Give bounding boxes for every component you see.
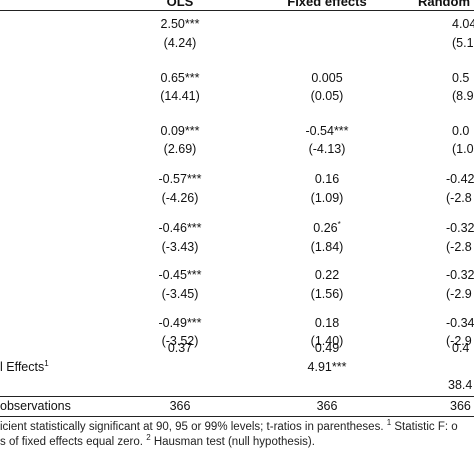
- obs-bottom-rule: [0, 416, 474, 417]
- hausman-stat: 38.4: [448, 378, 473, 392]
- cell-ols: (-3.52): [161, 334, 199, 348]
- cell-fixed-effects: (-4.13): [308, 142, 346, 156]
- observations-label: observations: [0, 399, 71, 413]
- cell-random: 0.4: [452, 341, 470, 355]
- cell-ols: (2.69): [163, 142, 197, 156]
- cell-ols: -0.49***: [158, 316, 202, 330]
- footnote-line-1: icient statistically significant at 90, …: [0, 418, 458, 434]
- fixed-effects-row-label: l Effects1: [0, 359, 49, 375]
- cell-ols: (-3.45): [161, 287, 199, 301]
- cell-random: (8.9: [452, 89, 474, 103]
- footnote-line-2: s of fixed effects equal zero. 2 Hausman…: [0, 433, 315, 449]
- cell-ols: -0.57***: [158, 172, 202, 186]
- cell-random: (-2.8: [446, 240, 472, 254]
- header-ols: OLS: [166, 0, 194, 9]
- cell-fixed-effects: (1.09): [310, 191, 344, 205]
- cell-ols: -0.46***: [158, 221, 202, 235]
- cell-ols: (4.24): [163, 36, 197, 50]
- cell-fixed-effects: (0.05): [310, 89, 344, 103]
- cell-ols: (-3.43): [161, 240, 199, 254]
- cell-random: -0.34: [446, 316, 474, 330]
- observations-re: 366: [450, 399, 471, 413]
- cell-random: 0.0: [452, 124, 470, 138]
- cell-random: 4.04: [452, 17, 474, 31]
- cell-fixed-effects: 0.26*: [313, 220, 341, 236]
- cell-random: (-2.9: [446, 287, 472, 301]
- cell-fixed-effects: (1.40): [310, 334, 344, 348]
- observations-fe: 366: [316, 399, 338, 413]
- cell-fixed-effects: 0.49: [314, 341, 340, 355]
- cell-random: -0.42: [446, 172, 474, 186]
- cell-fixed-effects: 0.005: [311, 71, 343, 85]
- cell-random: -0.32: [446, 268, 474, 282]
- cell-fixed-effects: 0.22: [314, 268, 340, 282]
- cell-random: 0.5: [452, 71, 470, 85]
- cell-fixed-effects: -0.54***: [305, 124, 349, 138]
- cell-ols: -0.45***: [158, 268, 202, 282]
- cell-ols: (-4.26): [161, 191, 199, 205]
- cell-fixed-effects: (1.84): [310, 240, 344, 254]
- cell-ols: 0.09***: [160, 124, 200, 138]
- obs-top-rule: [0, 396, 474, 397]
- cell-ols: 0.65***: [160, 71, 200, 85]
- cell-ols: 2.50***: [160, 17, 200, 31]
- cell-random: (-2.9: [446, 334, 472, 348]
- cell-fixed-effects: 0.16: [314, 172, 340, 186]
- cell-fixed-effects: 0.18: [314, 316, 340, 330]
- cell-random: (5.1: [452, 36, 474, 50]
- header-rule: [0, 10, 474, 11]
- cell-ols: 0.37: [167, 341, 193, 355]
- observations-ols: 366: [169, 399, 191, 413]
- fixed-effects-f-stat: 4.91***: [307, 360, 347, 374]
- cell-random: (-2.8: [446, 191, 472, 205]
- cell-ols: (14.41): [160, 89, 200, 103]
- cell-random: -0.32: [446, 221, 474, 235]
- cell-random: (1.0: [452, 142, 474, 156]
- header-random: Random: [418, 0, 470, 9]
- header-fixed-effects: Fixed effects: [287, 0, 367, 9]
- cell-fixed-effects: (1.56): [310, 287, 344, 301]
